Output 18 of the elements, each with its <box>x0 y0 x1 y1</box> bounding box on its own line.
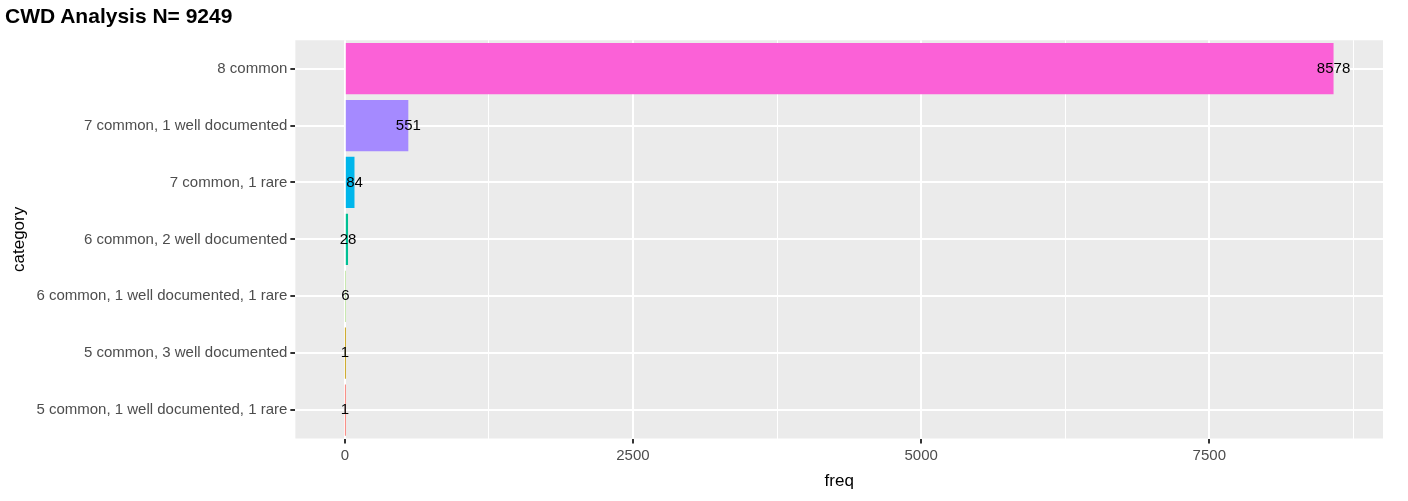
text: CWD Analysis N= 9249 <box>5 4 233 28</box>
y-axis-title: category <box>8 206 28 272</box>
data-label: 6 <box>341 286 350 304</box>
y-tick-label: 7 common, 1 well documented <box>83 115 288 133</box>
x-tick-label: 5000 <box>904 445 938 463</box>
y-tick-label: 6 common, 2 well documented <box>83 229 288 247</box>
x-tick-label: 0 <box>340 445 349 463</box>
y-tick-label: 5 common, 1 well documented, 1 rare <box>36 400 288 418</box>
y-tick-label: 8 common <box>217 58 288 76</box>
data-label: 8578 <box>1316 58 1351 76</box>
y-tick-label: 6 common, 1 well documented, 1 rare <box>36 286 288 304</box>
y-tick-label: 5 common, 3 well documented <box>83 343 288 361</box>
x-tick-label: 2500 <box>616 445 650 463</box>
x-tick-label: 7500 <box>1192 445 1226 463</box>
y-tick-label: 7 common, 1 rare <box>169 172 288 190</box>
data-label: 551 <box>395 115 421 133</box>
data-label: 1 <box>340 400 350 418</box>
x-axis-title: freq <box>824 471 854 491</box>
